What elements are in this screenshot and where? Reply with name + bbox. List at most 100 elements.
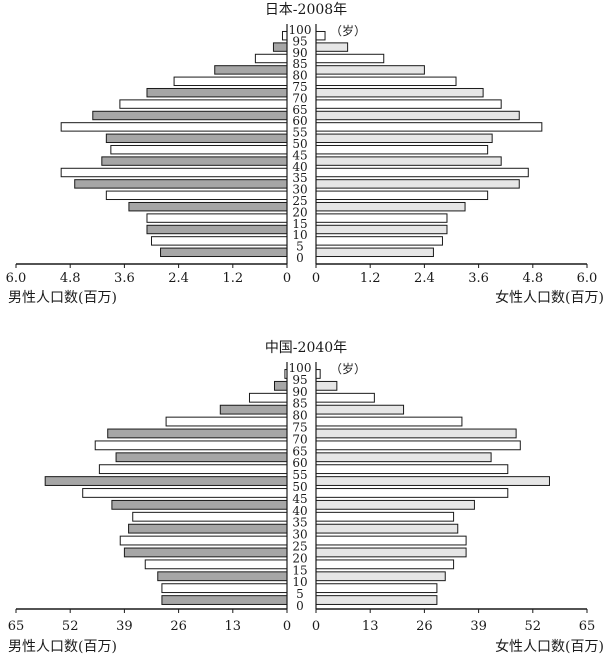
female-bar — [315, 452, 492, 463]
female-bar — [315, 247, 434, 258]
male-bar — [105, 133, 288, 144]
male-tick-label: 2.4 — [168, 271, 189, 286]
age-label: 45 — [292, 492, 307, 506]
female-bar — [315, 236, 443, 246]
male-bar — [111, 499, 288, 510]
age-label: 30 — [292, 528, 307, 542]
male-bar — [128, 523, 288, 534]
age-label: 95 — [292, 34, 307, 48]
female-bar — [315, 499, 475, 510]
male-bar — [146, 224, 288, 235]
female-bar — [315, 559, 455, 570]
age-unit-label: （岁） — [330, 361, 366, 376]
female-bar — [315, 380, 338, 391]
female-bar — [315, 99, 502, 109]
age-label: 5 — [296, 240, 304, 254]
female-bar — [315, 464, 509, 475]
female-bar — [315, 87, 484, 98]
male-bar — [74, 179, 288, 189]
male-bar — [214, 65, 288, 75]
age-label: 80 — [292, 409, 307, 423]
age-label: 65 — [292, 103, 307, 117]
male-tick-label: 65 — [8, 619, 25, 634]
female-tick-label: 4.8 — [522, 271, 543, 286]
age-label: 0 — [296, 251, 304, 265]
female-bar — [315, 53, 385, 64]
female-tick-label: 39 — [470, 619, 487, 634]
female-tick-label: 6.0 — [577, 271, 598, 286]
female-tick-label: 13 — [362, 619, 379, 634]
male-bar — [165, 416, 288, 427]
male-tick-label: 0 — [283, 619, 291, 634]
male-bar — [273, 380, 288, 391]
male-tick-label: 3.6 — [114, 271, 135, 286]
age-label: 55 — [292, 468, 307, 482]
age-label: 15 — [292, 217, 307, 231]
female-bar — [315, 110, 520, 121]
female-tick-label: 1.2 — [360, 271, 381, 286]
age-label: 60 — [292, 114, 307, 128]
male-bar — [128, 201, 288, 212]
female-bar — [315, 42, 349, 52]
male-tick-label: 39 — [116, 619, 133, 634]
age-label: 10 — [292, 575, 307, 589]
female-bar — [315, 179, 520, 189]
age-label: 35 — [292, 516, 307, 530]
male-bar — [107, 428, 288, 439]
age-label: 85 — [292, 57, 307, 71]
male-bar — [101, 156, 288, 166]
age-label: 45 — [292, 148, 307, 162]
age-label: 60 — [292, 456, 307, 470]
female-bar — [315, 488, 509, 498]
female-bar — [315, 476, 550, 486]
age-label: 70 — [292, 432, 307, 446]
female-bar — [315, 167, 529, 178]
male-bar — [94, 440, 288, 451]
female-tick-label: 0 — [312, 271, 320, 286]
pyramid-panel-1: 日本-2008年（岁）10095908580757065605550454035… — [6, 2, 604, 306]
female-bar — [315, 404, 405, 415]
chart-title: 日本-2008年 — [265, 2, 347, 18]
female-bar — [315, 511, 455, 522]
male-tick-label: 26 — [170, 619, 187, 634]
age-label: 30 — [292, 183, 307, 197]
female-bar — [315, 440, 521, 451]
chart-title: 中国-2040年 — [265, 340, 347, 356]
male-bar — [110, 144, 288, 155]
female-tick-label: 2.4 — [414, 271, 435, 286]
male-bar — [115, 452, 288, 463]
female-bar — [315, 547, 467, 558]
male-bar — [60, 122, 288, 132]
male-bar — [132, 511, 288, 522]
male-bar — [151, 236, 288, 246]
age-label: 50 — [292, 480, 307, 494]
male-axis-label: 男性人口数(百万) — [8, 290, 117, 306]
age-label: 20 — [292, 551, 307, 565]
male-bar — [161, 595, 288, 605]
age-label: 90 — [292, 46, 307, 60]
male-bar — [161, 583, 288, 594]
male-tick-label: 0 — [283, 271, 291, 286]
female-bar — [315, 523, 459, 534]
female-bar — [315, 201, 466, 212]
male-bar — [92, 110, 288, 121]
female-bar — [315, 416, 463, 427]
age-label: 75 — [292, 421, 307, 435]
female-bar — [315, 369, 321, 379]
female-tick-label: 3.6 — [468, 271, 489, 286]
male-bar — [173, 76, 288, 87]
male-bar — [281, 30, 288, 41]
male-bar — [105, 190, 288, 201]
age-label: 40 — [292, 160, 307, 174]
male-tick-label: 52 — [62, 619, 79, 634]
male-bar — [44, 476, 288, 486]
age-label: 20 — [292, 205, 307, 219]
female-axis-label: 女性人口数(百万) — [495, 289, 604, 306]
age-label: 50 — [292, 137, 307, 151]
female-axis-label: 女性人口数(百万) — [495, 638, 604, 655]
male-bar — [254, 53, 288, 64]
male-bar — [219, 404, 288, 415]
age-label: 15 — [292, 563, 307, 577]
